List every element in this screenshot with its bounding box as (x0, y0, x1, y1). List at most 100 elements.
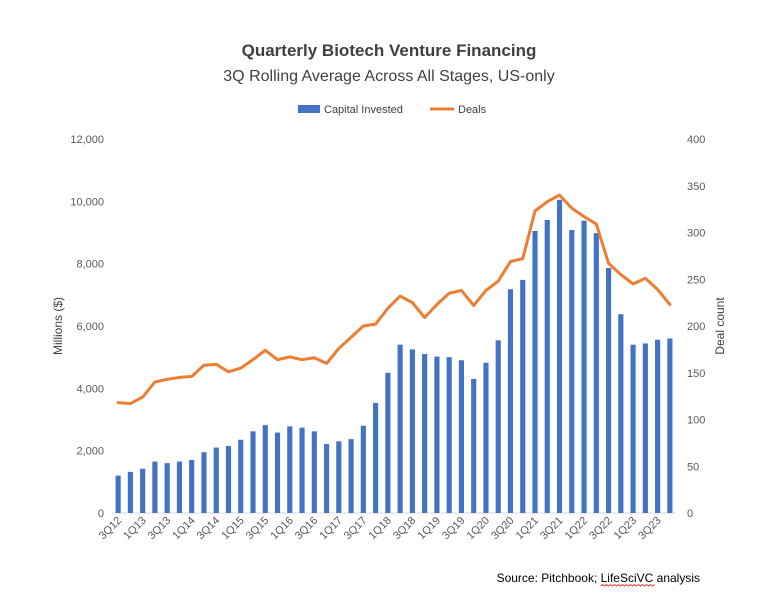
left-tick-label: 10,000 (70, 196, 104, 208)
bar-capital-invested (409, 349, 415, 513)
x-tick-label: 3Q20 (489, 515, 517, 543)
bar-capital-invested (642, 343, 648, 513)
bar-capital-invested (507, 289, 514, 513)
bar-capital-invested (336, 441, 342, 513)
bar-capital-invested (115, 475, 121, 513)
bar-capital-invested (311, 431, 317, 513)
x-tick-label: 1Q18 (366, 515, 394, 543)
left-tick-label: 12,000 (70, 134, 104, 146)
left-tick-label: 8,000 (76, 259, 104, 271)
x-tick-label: 3Q16 (293, 515, 321, 543)
x-tick-label: 1Q17 (317, 515, 345, 543)
x-tick-label: 1Q15 (219, 515, 247, 543)
x-tick-label: 3Q14 (195, 515, 223, 543)
source-flagged-word: LifeSciVC (601, 571, 654, 585)
x-tick-label: 3Q15 (244, 515, 272, 543)
right-axis-label: Deal count (713, 297, 727, 355)
right-tick-label: 50 (687, 461, 699, 473)
bar-capital-invested (520, 279, 526, 513)
bar-capital-invested (483, 362, 489, 513)
x-tick-label: 3Q22 (587, 515, 615, 543)
source-suffix: analysis (653, 571, 700, 585)
bar-capital-invested (360, 425, 366, 513)
x-tick-label: 3Q13 (146, 515, 174, 543)
bar-capital-invested (189, 460, 195, 513)
left-tick-label: 0 (98, 508, 104, 520)
deals-line (116, 193, 672, 406)
bar-capital-invested (630, 344, 636, 513)
bar-capital-invested (238, 439, 244, 513)
x-tick-label: 1Q19 (416, 515, 444, 543)
bar-capital-invested (201, 452, 207, 513)
bar-capital-invested (299, 427, 305, 513)
spellcheck-underline (600, 583, 655, 587)
right-tick-label: 350 (687, 181, 705, 193)
right-tick-label: 150 (687, 368, 705, 380)
x-tick-label: 3Q18 (391, 515, 419, 543)
bar-capital-invested (348, 439, 354, 513)
legend-label-deals: Deals (458, 104, 487, 116)
bar-capital-invested (164, 463, 170, 513)
x-tick-label: 1Q21 (514, 515, 542, 543)
right-axis-ticks: 0 50 100 150 200 250 300 350 400 (687, 134, 705, 520)
right-tick-label: 100 (687, 415, 705, 427)
bar-capital-invested (544, 220, 550, 514)
bar-capital-invested (446, 357, 452, 513)
left-axis-ticks: 0 2,000 4,000 6,000 8,000 10,000 12,000 (70, 134, 104, 520)
left-tick-label: 4,000 (76, 383, 104, 395)
bar-capital-invested (532, 230, 538, 514)
x-tick-label: 3Q21 (538, 515, 566, 543)
bar-capital-invested (274, 432, 281, 513)
x-tick-label: 1Q14 (170, 515, 198, 543)
right-tick-label: 400 (687, 134, 705, 146)
x-axis-ticks: 3Q121Q133Q131Q143Q141Q153Q151Q163Q161Q17… (97, 515, 664, 543)
left-tick-label: 6,000 (76, 321, 104, 333)
x-tick-label: 3Q23 (636, 515, 664, 543)
legend-label-capital-invested: Capital Invested (324, 104, 403, 116)
right-tick-label: 0 (687, 508, 693, 520)
x-tick-label: 1Q16 (268, 515, 296, 543)
bar-capital-invested (287, 426, 293, 513)
bar-capital-invested (323, 444, 330, 513)
x-tick-label: 3Q19 (440, 515, 468, 543)
bar-capital-invested (397, 344, 403, 513)
chart-title: Quarterly Biotech Venture Financing (242, 41, 537, 60)
right-tick-label: 300 (687, 228, 705, 240)
x-tick-label: 1Q22 (563, 515, 591, 543)
bar-capital-invested (569, 230, 575, 514)
legend: Capital Invested Deals (298, 104, 487, 116)
bar-capital-invested (373, 402, 379, 513)
bar-capital-invested (385, 372, 391, 513)
bar-capital-invested (140, 468, 146, 513)
bar-capital-invested (655, 339, 661, 513)
chart-subtitle: 3Q Rolling Average Across All Stages, US… (223, 68, 554, 85)
bar-capital-invested (581, 220, 587, 513)
bar-capital-invested (667, 338, 673, 513)
bar-capital-invested (127, 471, 133, 513)
bar-capital-invested (605, 268, 612, 513)
bar-capital-invested (471, 378, 477, 513)
x-tick-label: 1Q23 (612, 515, 640, 543)
bar-capital-invested (422, 354, 428, 513)
bar-capital-invested (593, 233, 599, 513)
bar-capital-invested (176, 461, 183, 513)
bar-capital-invested (225, 445, 232, 513)
bar-capital-invested (152, 461, 158, 513)
bar-capital-invested (250, 431, 256, 513)
legend-swatch-capital-invested (298, 105, 320, 113)
x-tick-label: 1Q20 (465, 515, 493, 543)
bar-capital-invested (434, 356, 440, 513)
bar-capital-invested (495, 340, 501, 513)
left-axis-label: Millions ($) (51, 297, 65, 355)
source-note: Source: Pitchbook; LifeSciVC analysis (497, 571, 700, 585)
bar-capital-invested (618, 314, 624, 513)
capital-invested-bars (115, 199, 673, 514)
x-tick-label: 3Q17 (342, 515, 370, 543)
bar-capital-invested (458, 360, 465, 513)
x-tick-label: 1Q13 (121, 515, 149, 543)
source-prefix: Source: Pitchbook; (497, 571, 601, 585)
bar-capital-invested (262, 425, 268, 513)
bar-capital-invested (556, 199, 563, 513)
bar-capital-invested (213, 447, 219, 513)
